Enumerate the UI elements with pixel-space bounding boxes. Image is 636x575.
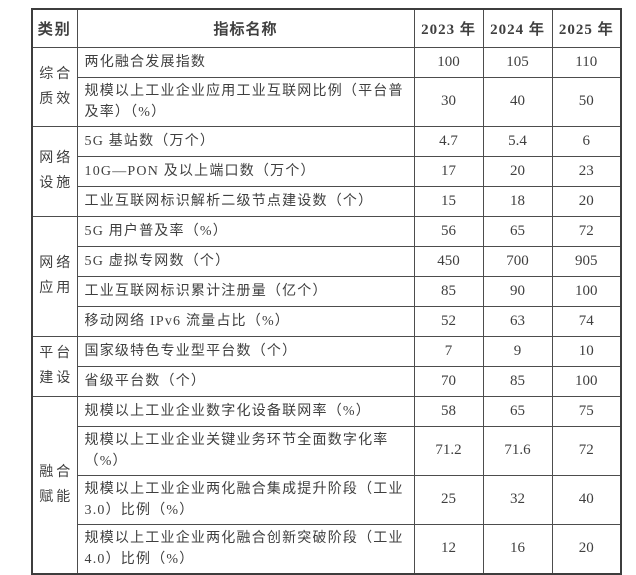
value-cell: 100: [551, 275, 622, 307]
table-row: 网络应用 5G 用户普及率（%） 56 65 72: [31, 215, 622, 337]
value-cell: 15: [413, 185, 484, 217]
value-cell: 70: [413, 365, 484, 397]
indicator-name-cell: 10G—PON 及以上端口数（万个）: [76, 155, 415, 187]
indicator-name-cell: 规模以上工业企业数字化设备联网率（%）: [76, 395, 415, 427]
category-cell: 综合质效: [31, 46, 78, 127]
indicator-name-cell: 规模以上工业企业关键业务环节全面数字化率（%）: [76, 425, 415, 476]
header-row: 类别 指标名称 2023 年 2024 年 2025 年: [31, 8, 622, 48]
indicator-name-cell: 工业互联网标识解析二级节点建设数（个）: [76, 185, 415, 217]
table-row: 规模以上工业企业关键业务环节全面数字化率（%） 71.2 71.6 72: [32, 425, 622, 476]
indicator-name-cell: 规模以上工业企业两化融合创新突破阶段（工业 4.0）比例（%）: [76, 523, 415, 574]
table-row: 网络设施 5G 基站数（万个） 4.7 5.4 6: [31, 125, 622, 217]
value-cell: 65: [482, 215, 553, 247]
value-cell: 20: [551, 523, 622, 574]
table-row: 综合质效 两化融合发展指数 100 105 110: [31, 46, 622, 127]
header-year-2023: 2023 年: [413, 8, 484, 48]
value-cell: 10: [551, 335, 622, 367]
header-year-2024: 2024 年: [482, 8, 553, 48]
table-row: 平台建设 国家级特色专业型平台数（个） 7 9 10: [31, 335, 622, 397]
value-cell: 72: [551, 425, 622, 476]
value-cell: 63: [482, 305, 553, 337]
table-row: 省级平台数（个） 70 85 100: [32, 365, 622, 397]
value-cell: 7: [413, 335, 484, 367]
table-row: 工业互联网标识解析二级节点建设数（个） 15 18 20: [32, 185, 622, 217]
table-body: 综合质效 两化融合发展指数 100 105 110 规模以上工业企业应用工业互联网比例（平…: [31, 46, 622, 574]
value-cell: 105: [482, 46, 553, 78]
category-cell: 平台建设: [31, 335, 78, 397]
indicator-name-cell: 5G 用户普及率（%）: [76, 215, 415, 247]
value-cell: 100: [413, 46, 484, 78]
value-cell: 30: [413, 76, 484, 127]
value-cell: 85: [482, 365, 553, 397]
header-category: 类别: [31, 8, 78, 48]
value-cell: 6: [551, 125, 622, 157]
value-cell: 32: [482, 474, 553, 525]
value-cell: 40: [551, 474, 622, 525]
category-cell: 融合赋能: [31, 395, 78, 574]
value-cell: 25: [413, 474, 484, 525]
value-cell: 20: [482, 155, 553, 187]
value-cell: 18: [482, 185, 553, 217]
indicator-table-container: 类别 指标名称 2023 年 2024 年 2025 年 综合质效 两化融合发展指…: [31, 8, 622, 575]
value-cell: 23: [551, 155, 622, 187]
value-cell: 40: [482, 76, 553, 127]
value-cell: 5.4: [482, 125, 553, 157]
category-cell: 网络设施: [31, 125, 78, 217]
table-row: 5G 虚拟专网数（个） 450 700 905: [32, 245, 622, 277]
indicator-name-cell: 工业互联网标识累计注册量（亿个）: [76, 275, 415, 307]
value-cell: 17: [413, 155, 484, 187]
value-cell: 65: [482, 395, 553, 427]
indicator-name-cell: 两化融合发展指数: [76, 46, 415, 78]
table-row: 移动网络 IPv6 流量占比（%） 52 63 74: [32, 305, 622, 337]
indicator-name-cell: 规模以上工业企业两化融合集成提升阶段（工业 3.0）比例（%）: [76, 474, 415, 525]
value-cell: 9: [482, 335, 553, 367]
table-row: 规模以上工业企业两化融合创新突破阶段（工业 4.0）比例（%） 12 16 20: [32, 523, 622, 574]
value-cell: 58: [413, 395, 484, 427]
value-cell: 905: [551, 245, 622, 277]
table-row: 规模以上工业企业应用工业互联网比例（平台普及率）（%） 30 40 50: [32, 76, 622, 127]
value-cell: 100: [551, 365, 622, 397]
value-cell: 52: [413, 305, 484, 337]
table-row: 工业互联网标识累计注册量（亿个） 85 90 100: [32, 275, 622, 307]
indicator-name-cell: 移动网络 IPv6 流量占比（%）: [76, 305, 415, 337]
value-cell: 85: [413, 275, 484, 307]
header-year-2025: 2025 年: [551, 8, 622, 48]
value-cell: 110: [551, 46, 622, 78]
value-cell: 72: [551, 215, 622, 247]
value-cell: 12: [413, 523, 484, 574]
indicator-name-cell: 5G 基站数（万个）: [76, 125, 415, 157]
value-cell: 56: [413, 215, 484, 247]
value-cell: 450: [413, 245, 484, 277]
value-cell: 71.6: [482, 425, 553, 476]
indicator-name-cell: 省级平台数（个）: [76, 365, 415, 397]
table-row: 10G—PON 及以上端口数（万个） 17 20 23: [32, 155, 622, 187]
value-cell: 16: [482, 523, 553, 574]
indicator-name-cell: 规模以上工业企业应用工业互联网比例（平台普及率）（%）: [76, 76, 415, 127]
value-cell: 90: [482, 275, 553, 307]
header-indicator: 指标名称: [76, 8, 415, 48]
value-cell: 71.2: [413, 425, 484, 476]
category-cell: 网络应用: [31, 215, 78, 337]
value-cell: 4.7: [413, 125, 484, 157]
indicator-table: 类别 指标名称 2023 年 2024 年 2025 年 综合质效 两化融合发展指…: [31, 8, 622, 575]
table-row: 融合赋能 规模以上工业企业数字化设备联网率（%） 58 65 75: [31, 395, 622, 574]
indicator-name-cell: 国家级特色专业型平台数（个）: [76, 335, 415, 367]
table-row: 规模以上工业企业两化融合集成提升阶段（工业 3.0）比例（%） 25 32 40: [32, 474, 622, 525]
value-cell: 700: [482, 245, 553, 277]
value-cell: 74: [551, 305, 622, 337]
value-cell: 50: [551, 76, 622, 127]
indicator-name-cell: 5G 虚拟专网数（个）: [76, 245, 415, 277]
value-cell: 75: [551, 395, 622, 427]
value-cell: 20: [551, 185, 622, 217]
